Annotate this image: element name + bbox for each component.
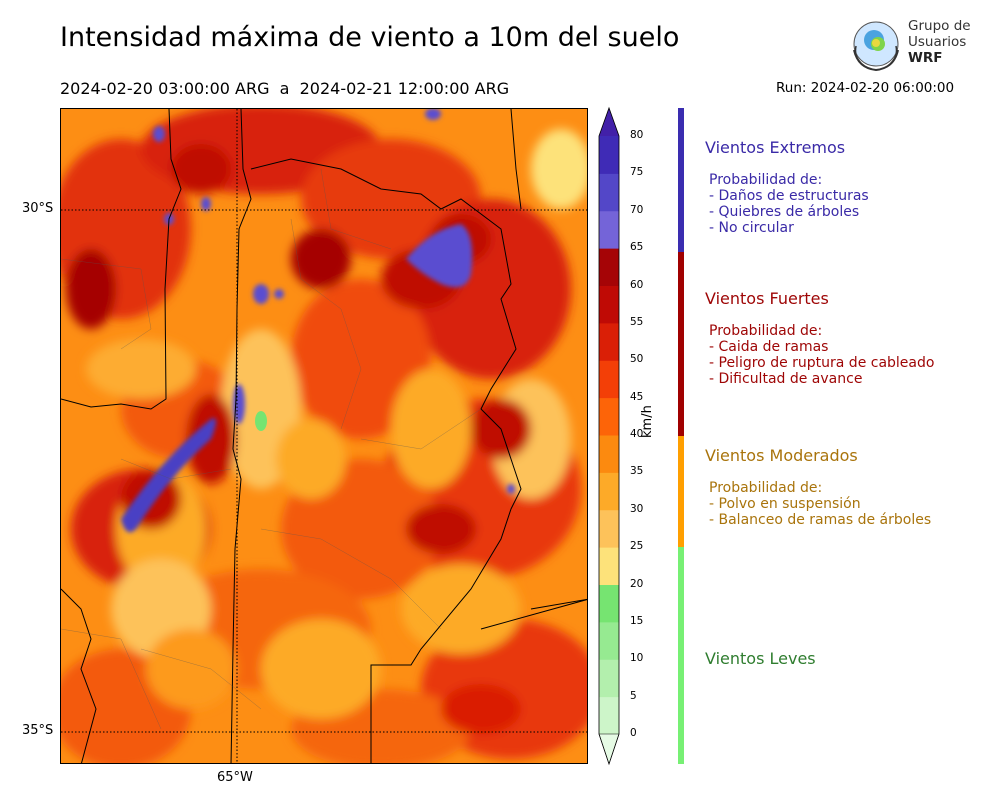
colorbar-segment xyxy=(599,547,619,585)
colorbar xyxy=(598,106,620,766)
colorbar-tick-label: 20 xyxy=(630,577,644,590)
colorbar-segment xyxy=(599,173,619,212)
category-line: Probabilidad de: xyxy=(709,323,823,339)
category-bar xyxy=(678,547,684,764)
colorbar-segment xyxy=(599,210,619,249)
wind-field-blobs xyxy=(61,109,587,763)
category-line: - Polvo en suspensión xyxy=(709,496,861,512)
colorbar-tick-label: 80 xyxy=(630,129,644,141)
colorbar-tick-label: 70 xyxy=(630,203,644,216)
run-time: Run: 2024-02-20 06:00:00 xyxy=(776,80,955,96)
colorbar-segment xyxy=(599,435,619,473)
department-borders xyxy=(61,168,482,730)
forecast-period: 2024-02-20 03:00:00 ARG a 2024-02-21 12:… xyxy=(60,79,510,98)
category-line: - Dificultad de avance xyxy=(709,371,863,387)
colorbar-tick-label: 0 xyxy=(630,727,637,739)
lat-label-30s: 30°S xyxy=(22,201,54,216)
colorbar-tick-label: 10 xyxy=(630,652,644,665)
category-title: Vientos Leves xyxy=(705,649,816,668)
logo: Grupo de Usuarios WRF xyxy=(848,16,973,76)
political-borders xyxy=(61,109,587,763)
colorbar-outline xyxy=(598,106,620,766)
category-line: Probabilidad de: xyxy=(709,480,823,496)
wind-field-svg xyxy=(61,109,587,763)
category-line: - Peligro de ruptura de cableado xyxy=(709,355,935,371)
colorbar-segment xyxy=(599,659,619,698)
colorbar-tick-label: 50 xyxy=(630,353,644,366)
colorbar-segment xyxy=(599,397,619,436)
category-line: Probabilidad de: xyxy=(709,172,823,188)
colorbar-segment xyxy=(599,360,619,399)
category-title: Vientos Extremos xyxy=(705,138,846,157)
colorbar-tick-label: 5 xyxy=(630,689,637,702)
category-line: - Daños de estructuras xyxy=(709,188,869,204)
colorbar-max-arrow xyxy=(599,108,619,136)
lon-label-65w: 65°W xyxy=(217,770,253,785)
colorbar-segment xyxy=(599,509,619,548)
colorbar-segment xyxy=(599,584,619,623)
category-line: - Caida de ramas xyxy=(709,339,829,355)
colorbar-tick-label: 45 xyxy=(630,390,644,403)
logo-text-2: Usuarios xyxy=(908,34,967,50)
page-title: Intensidad máxima de viento a 10m del su… xyxy=(60,22,680,53)
category-line: - No circular xyxy=(709,220,794,236)
colorbar-tick-label: 65 xyxy=(630,241,644,254)
colorbar-tick-label: 15 xyxy=(630,614,644,627)
colorbar-tick-label: 40 xyxy=(630,428,644,440)
colorbar-tick-label: 55 xyxy=(630,315,644,328)
category-bar xyxy=(678,252,684,436)
colorbar-tick-label: 25 xyxy=(630,540,644,553)
logo-text-3: WRF xyxy=(908,50,943,66)
colorbar-segment xyxy=(599,248,619,286)
colorbar-segment xyxy=(599,472,619,511)
colorbar-tick-label: 35 xyxy=(630,465,644,478)
category-title: Vientos Moderados xyxy=(705,446,858,465)
globe-logo-icon xyxy=(853,21,899,72)
colorbar-unit-label: km/h xyxy=(640,405,655,438)
category-bar xyxy=(678,436,684,547)
category-title: Vientos Fuertes xyxy=(705,289,829,308)
wind-map xyxy=(60,108,588,764)
colorbar-segment xyxy=(599,621,619,660)
logo-text-1: Grupo de xyxy=(908,18,971,34)
light-wind-patch xyxy=(255,411,267,431)
graticule xyxy=(61,109,587,763)
extreme-wind-zones xyxy=(121,109,515,533)
colorbar-tick-label: 60 xyxy=(630,278,644,291)
colorbar-segment xyxy=(599,696,619,735)
colorbar-segment xyxy=(599,285,619,324)
category-bar xyxy=(678,108,684,252)
colorbar-segment xyxy=(599,322,619,361)
colorbar-tick-label: 30 xyxy=(630,502,644,515)
colorbar-tick-label: 75 xyxy=(630,166,644,179)
colorbar-segment xyxy=(599,136,619,174)
category-line: - Quiebres de árboles xyxy=(709,204,860,220)
lat-label-35s: 35°S xyxy=(22,723,54,738)
colorbar-min-arrow xyxy=(598,733,620,765)
category-line: - Balanceo de ramas de árboles xyxy=(709,512,932,528)
